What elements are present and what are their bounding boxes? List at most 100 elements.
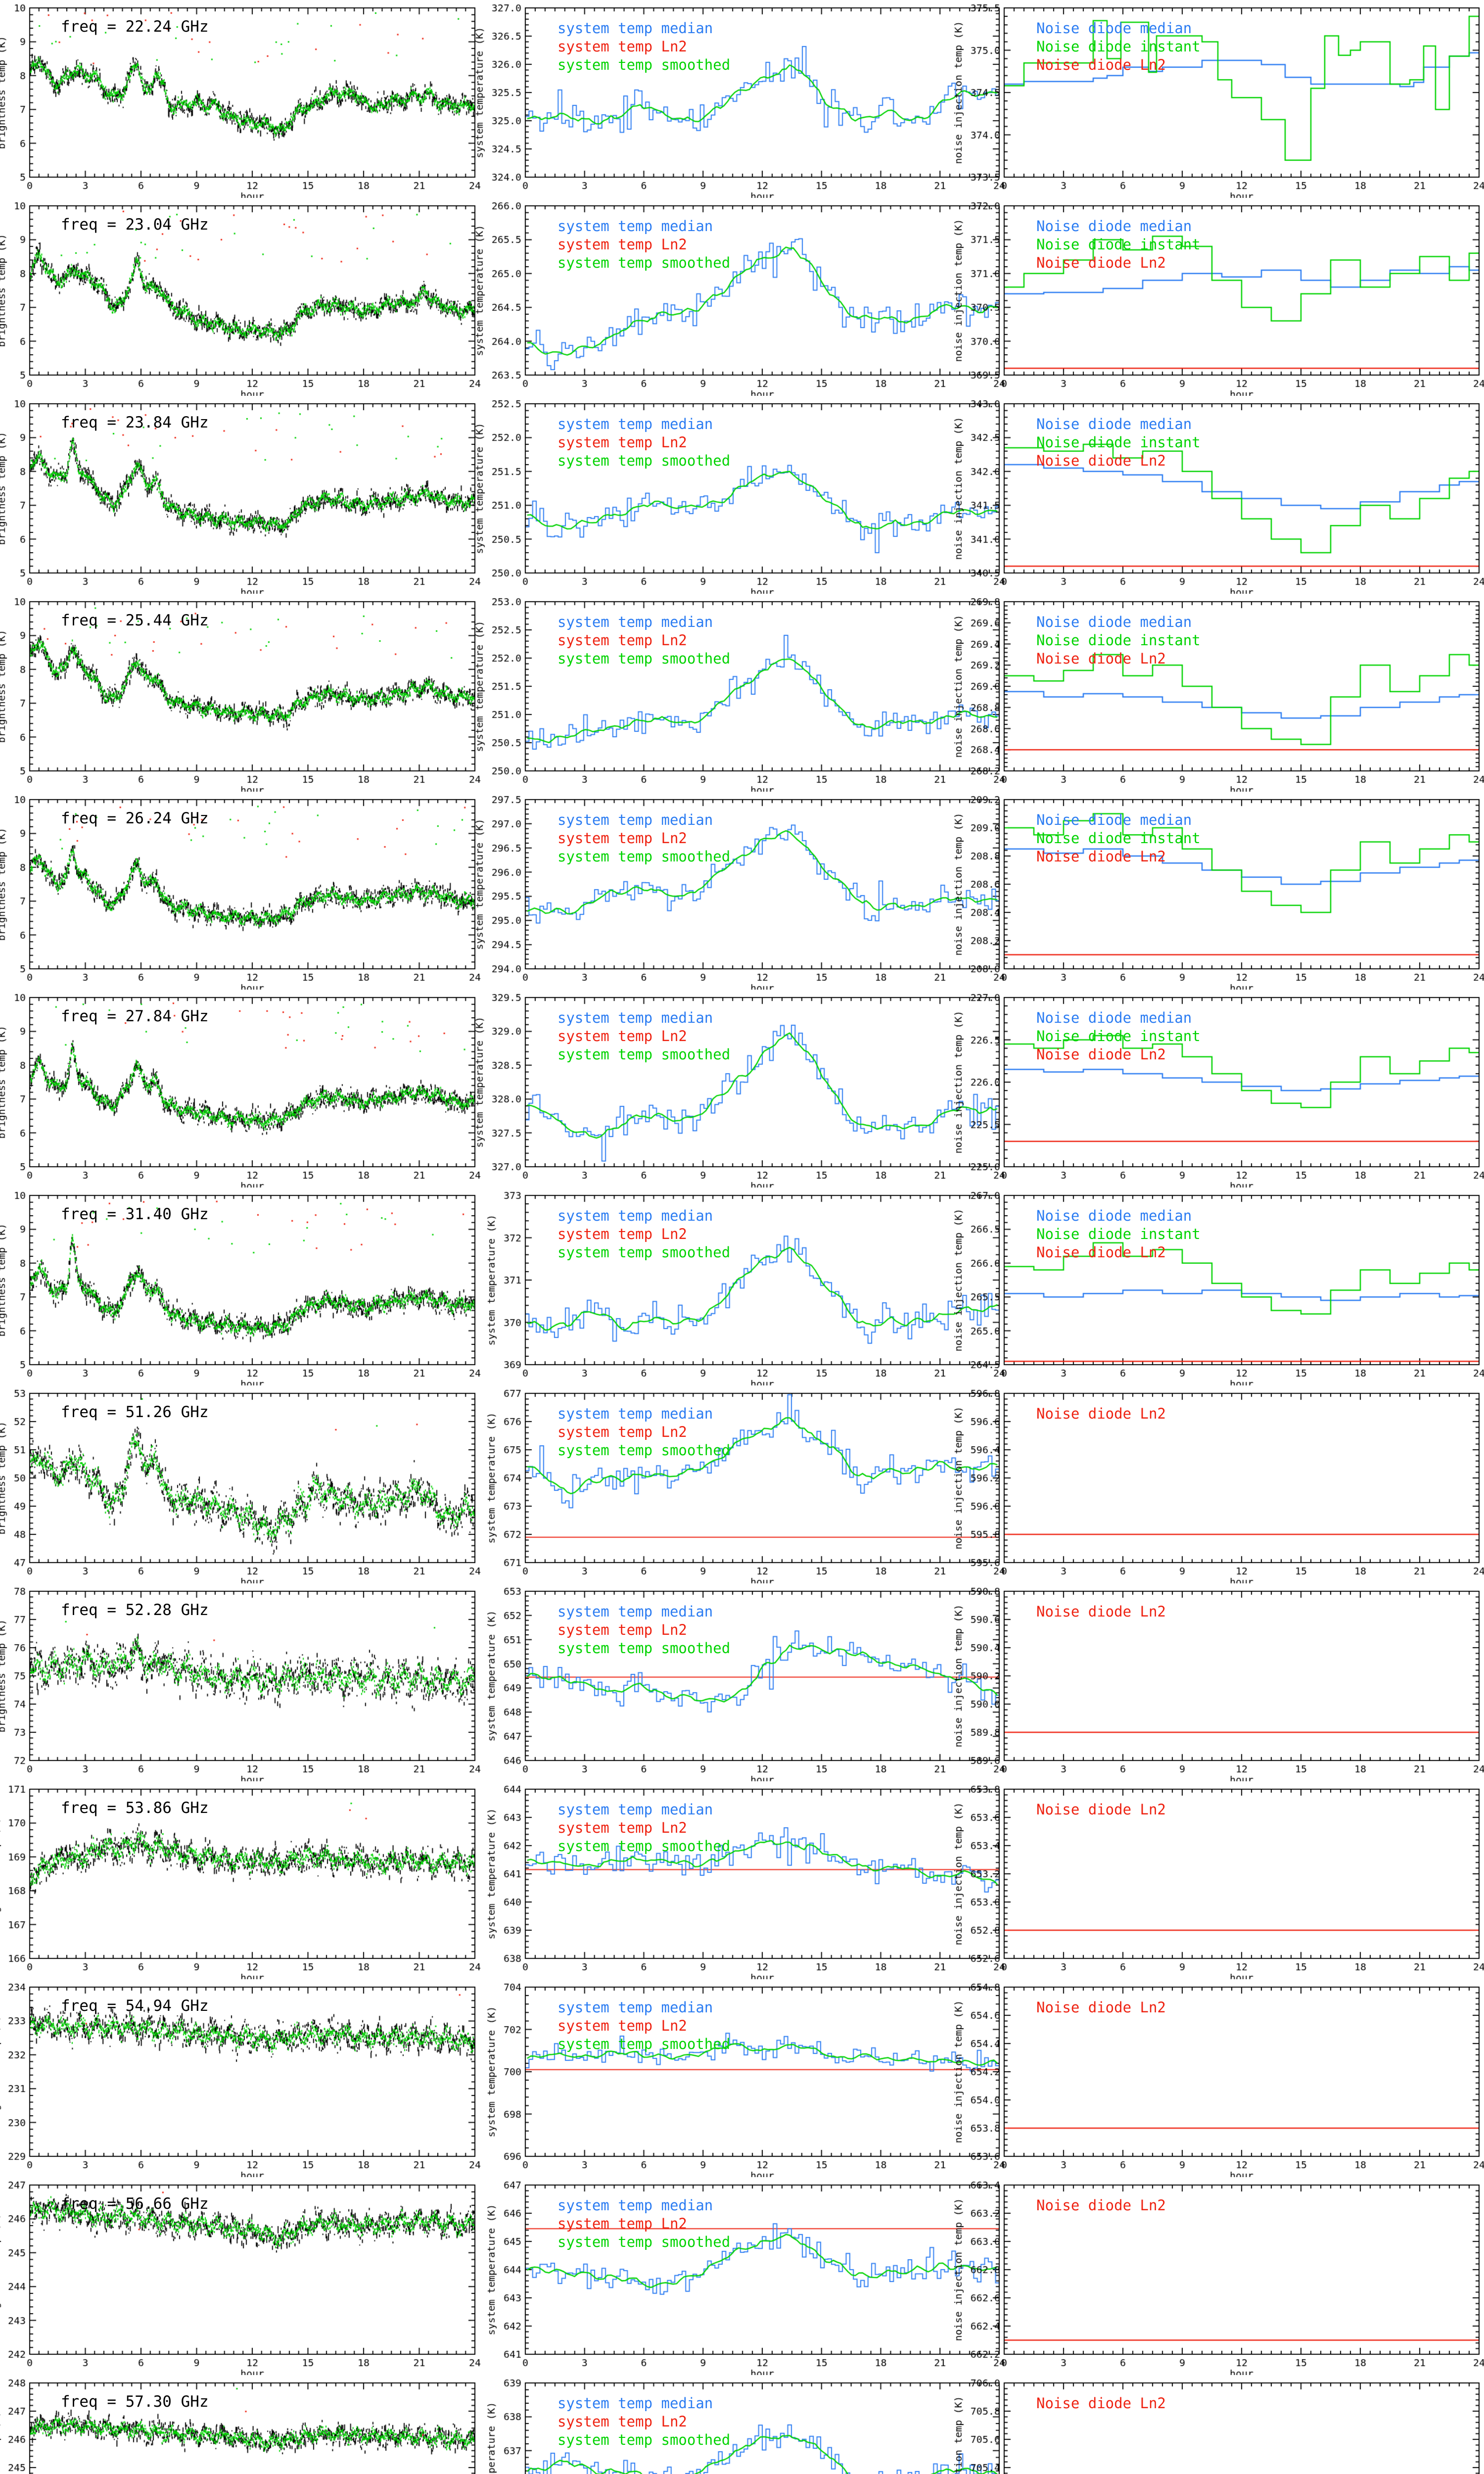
legend-entry: system temp median [557,614,713,630]
system-temp-legend: system temp median system temp Ln2 system … [557,1801,730,1856]
legend-entry: system temp median [557,218,713,235]
plot-row-31.40: freq = 31.40 GHz system temp median syste… [0,1188,1484,1385]
system-temp-legend: system temp median system temp Ln2 system … [557,19,730,74]
legend-entry: Noise diode Ln2 [1036,1046,1166,1063]
legend-entry: system temp median [557,1603,713,1620]
freq-label: freq = 26.24 GHz [61,809,209,827]
legend-entry: Noise diode Ln2 [1036,1244,1166,1261]
legend-entry: system temp smoothed [557,56,731,73]
legend-entry: Noise diode Ln2 [1036,2395,1166,2412]
row-charts-canvas [0,594,1484,792]
noise-diode-legend: Noise diode median Noise diode instant Noi… [1036,217,1201,272]
legend-entry: system temp median [557,1207,713,1224]
freq-label: freq = 51.26 GHz [61,1403,209,1421]
noise-diode-legend: Noise diode Ln2 [1036,1405,1166,1423]
noise-diode-legend: Noise diode median Noise diode instant Noi… [1036,1009,1201,1064]
noise-diode-legend: Noise diode median Noise diode instant Noi… [1036,415,1201,470]
legend-entry: system temp smoothed [557,1442,731,1459]
legend-entry: system temp Ln2 [557,2413,687,2430]
legend-entry: Noise diode instant [1036,434,1201,451]
plot-row-23.84: freq = 23.84 GHz system temp median syste… [0,396,1484,594]
plot-row-57.30: freq = 57.30 GHz system temp median syste… [0,2375,1484,2474]
legend-entry: Noise diode median [1036,218,1192,235]
legend-entry: Noise diode Ln2 [1036,1801,1166,1818]
legend-entry: system temp median [557,1009,713,1026]
legend-entry: Noise diode instant [1036,632,1201,649]
legend-entry: system temp Ln2 [557,1621,687,1638]
plot-row-23.04: freq = 23.04 GHz system temp median syste… [0,198,1484,396]
row-charts-canvas [0,1979,1484,2177]
legend-entry: system temp smoothed [557,2036,731,2052]
legend-entry: system temp smoothed [557,2234,731,2250]
legend-entry: system temp Ln2 [557,1226,687,1242]
row-charts-canvas [0,2375,1484,2474]
system-temp-legend: system temp median system temp Ln2 system … [557,217,730,272]
legend-entry: Noise diode instant [1036,830,1201,847]
legend-entry: Noise diode Ln2 [1036,1999,1166,2016]
noise-diode-legend: Noise diode median Noise diode instant Noi… [1036,811,1201,866]
freq-label: freq = 57.30 GHz [61,2393,209,2411]
noise-diode-legend: Noise diode median Noise diode instant Noi… [1036,1207,1201,1262]
freq-label: freq = 56.66 GHz [61,2195,209,2213]
legend-entry: Noise diode median [1036,1009,1192,1026]
legend-entry: system temp Ln2 [557,38,687,55]
plot-row-52.28: freq = 52.28 GHz system temp median syste… [0,1583,1484,1781]
noise-diode-legend: Noise diode Ln2 [1036,1603,1166,1621]
plot-row-27.84: freq = 27.84 GHz system temp median syste… [0,990,1484,1188]
legend-entry: system temp median [557,2197,713,2214]
legend-entry: Noise diode Ln2 [1036,56,1166,73]
legend-entry: Noise diode median [1036,416,1192,432]
row-charts-canvas [0,198,1484,396]
noise-diode-legend: Noise diode Ln2 [1036,2394,1166,2413]
freq-label: freq = 31.40 GHz [61,1205,209,1223]
legend-entry: Noise diode median [1036,811,1192,828]
plot-row-26.24: freq = 26.24 GHz system temp median syste… [0,792,1484,990]
legend-entry: system temp Ln2 [557,632,687,649]
noise-diode-legend: Noise diode Ln2 [1036,1998,1166,2017]
row-charts-canvas [0,1781,1484,1979]
plot-row-53.86: freq = 53.86 GHz system temp median syste… [0,1781,1484,1979]
legend-entry: system temp Ln2 [557,2215,687,2232]
system-temp-legend: system temp median system temp Ln2 system … [557,2394,730,2449]
legend-entry: system temp Ln2 [557,434,687,451]
system-temp-legend: system temp median system temp Ln2 system … [557,415,730,470]
row-charts-canvas [0,1583,1484,1781]
system-temp-legend: system temp median system temp Ln2 system … [557,811,730,866]
legend-entry: Noise diode instant [1036,1028,1201,1045]
noise-diode-legend: Noise diode Ln2 [1036,2196,1166,2215]
system-temp-legend: system temp median system temp Ln2 system … [557,1998,730,2053]
plot-row-56.66: freq = 56.66 GHz system temp median syste… [0,2177,1484,2375]
legend-entry: system temp median [557,811,713,828]
legend-entry: Noise diode median [1036,1207,1192,1224]
legend-entry: system temp smoothed [557,848,731,865]
system-temp-legend: system temp median system temp Ln2 system … [557,1009,730,1064]
freq-label: freq = 27.84 GHz [61,1007,209,1025]
legend-entry: system temp Ln2 [557,2017,687,2034]
plot-row-54.94: freq = 54.94 GHz system temp median syste… [0,1979,1484,2177]
legend-entry: system temp smoothed [557,452,731,469]
row-charts-canvas [0,1188,1484,1385]
freq-label: freq = 53.86 GHz [61,1799,209,1817]
legend-entry: system temp smoothed [557,1838,731,1855]
legend-entry: Noise diode instant [1036,236,1201,253]
row-charts-canvas [0,396,1484,594]
noise-diode-legend: Noise diode median Noise diode instant Noi… [1036,613,1201,668]
noise-diode-legend: Noise diode median Noise diode instant Noi… [1036,19,1201,74]
system-temp-legend: system temp median system temp Ln2 system … [557,2196,730,2251]
legend-entry: system temp median [557,2395,713,2412]
legend-entry: Noise diode Ln2 [1036,452,1166,469]
freq-label: freq = 54.94 GHz [61,1997,209,2015]
row-charts-canvas [0,1385,1484,1583]
legend-entry: system temp smoothed [557,1244,731,1261]
legend-entry: Noise diode median [1036,614,1192,630]
legend-entry: system temp Ln2 [557,1424,687,1440]
legend-entry: Noise diode Ln2 [1036,1603,1166,1620]
freq-label: freq = 52.28 GHz [61,1601,209,1619]
plot-row-22.24: freq = 22.24 GHz system temp median syste… [0,0,1484,198]
system-temp-legend: system temp median system temp Ln2 system … [557,1603,730,1658]
legend-entry: Noise diode instant [1036,38,1201,55]
noise-diode-legend: Noise diode Ln2 [1036,1801,1166,1819]
system-temp-legend: system temp median system temp Ln2 system … [557,1207,730,1262]
legend-entry: system temp Ln2 [557,1819,687,1836]
legend-entry: system temp smoothed [557,2431,731,2448]
